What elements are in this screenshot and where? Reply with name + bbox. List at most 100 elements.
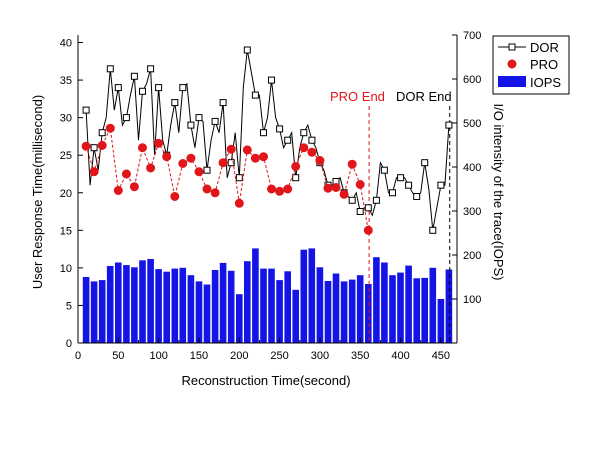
y-left-tick-label: 15 <box>60 225 72 237</box>
iops-bar <box>179 267 187 343</box>
pro-point <box>363 225 373 235</box>
iops-bars <box>82 248 453 343</box>
dor-point <box>389 189 396 197</box>
y-axis-left-label: User Response Time(millisecond) <box>30 95 45 289</box>
annotation-dor-end: DOR End <box>396 89 452 104</box>
iops-bar <box>236 294 243 343</box>
iops-bar <box>171 268 179 343</box>
dor-point <box>445 121 453 129</box>
iops-bar <box>413 278 420 343</box>
iops-bar <box>373 257 380 343</box>
pro-point <box>307 147 317 157</box>
pro-point <box>283 184 293 194</box>
legend-dor-marker <box>508 43 516 51</box>
pro-point <box>89 167 99 177</box>
iops-bar <box>437 299 445 343</box>
dor-point <box>276 125 284 133</box>
pro-point <box>97 140 107 150</box>
iops-bar <box>227 270 235 343</box>
pro-point <box>218 158 228 168</box>
dor-point <box>235 174 243 182</box>
pro-point <box>129 182 139 192</box>
y-left-tick-label: 10 <box>60 263 72 275</box>
dor-line <box>85 49 450 231</box>
y-right-tick-label: 500 <box>463 118 481 130</box>
y-right-tick-label: 600 <box>463 74 481 86</box>
iops-bar <box>276 280 283 343</box>
dor-point <box>130 72 138 80</box>
dor-point <box>187 121 195 129</box>
y-right-tick-label: 700 <box>463 30 481 42</box>
iops-bar <box>389 275 396 343</box>
y-left-tick-label: 25 <box>60 150 72 162</box>
pro-point <box>275 186 285 196</box>
pro-point <box>154 138 164 148</box>
y-left-tick-label: 5 <box>66 300 72 312</box>
iops-bar <box>90 281 98 343</box>
pro-point <box>105 123 115 133</box>
pro-point <box>113 186 123 195</box>
iops-bar <box>332 273 340 343</box>
pro-point <box>347 159 357 169</box>
dor-point <box>260 129 267 137</box>
dor-point <box>179 84 187 92</box>
dor-point <box>429 226 437 234</box>
dor-point <box>300 129 308 137</box>
iops-bar <box>115 262 122 343</box>
legend-iops-swatch <box>498 76 526 87</box>
y-right-tick-label: 100 <box>463 294 481 306</box>
iops-bar <box>340 281 348 343</box>
dor-point <box>211 117 219 125</box>
iops-bar <box>308 248 316 343</box>
dor-point <box>284 136 292 144</box>
iops-bar <box>348 279 356 343</box>
pro-point <box>146 163 156 173</box>
pro-point <box>138 143 147 153</box>
iops-bar <box>356 275 364 343</box>
x-tick-label: 300 <box>311 350 329 362</box>
dor-point <box>292 174 300 182</box>
dor-point <box>348 196 356 204</box>
iops-bar <box>405 265 412 343</box>
dor-point <box>372 196 380 204</box>
pro-point <box>259 152 268 162</box>
iops-bar <box>300 249 308 343</box>
y-left-tick-label: 30 <box>60 113 72 125</box>
dor-point <box>364 204 372 212</box>
pro-point <box>250 153 260 163</box>
iops-bar <box>429 267 437 343</box>
dor-point <box>405 181 413 189</box>
x-tick-label: 50 <box>112 350 124 362</box>
dor-point <box>122 114 130 122</box>
pro-point <box>242 145 252 155</box>
dor-point <box>171 99 179 107</box>
iops-bar <box>324 281 332 343</box>
dor-point <box>243 46 251 54</box>
iops-bar <box>163 271 170 343</box>
dor-point <box>98 129 106 137</box>
iops-bar <box>139 260 146 343</box>
y-right-tick-label: 300 <box>463 206 481 218</box>
dor-point <box>421 159 429 167</box>
legend-pro-marker <box>507 59 517 69</box>
iops-bar <box>381 262 388 343</box>
pro-point <box>202 184 212 194</box>
iops-bar <box>155 269 162 343</box>
dor-point <box>268 76 275 84</box>
iops-bar <box>244 261 251 343</box>
iops-bar <box>106 266 114 343</box>
iops-bar <box>260 268 267 343</box>
iops-bar <box>284 271 291 343</box>
iops-bar <box>292 289 299 343</box>
iops-bar <box>365 284 372 343</box>
legend-iops-label: IOPS <box>530 75 561 90</box>
y-left-tick-label: 35 <box>60 75 72 87</box>
annotation-pro-end: PRO End <box>330 89 385 104</box>
iops-bar <box>316 267 324 343</box>
pro-point <box>121 169 131 179</box>
dor-point <box>147 65 155 73</box>
tick-labels: 0 50 100 150 200 250 300 350 400 450 0 5 10 15 20 25 30 3… <box>60 30 482 362</box>
pro-point <box>234 198 244 208</box>
x-axis-label: Reconstruction Time(second) <box>181 373 350 388</box>
iops-bar <box>123 265 130 343</box>
